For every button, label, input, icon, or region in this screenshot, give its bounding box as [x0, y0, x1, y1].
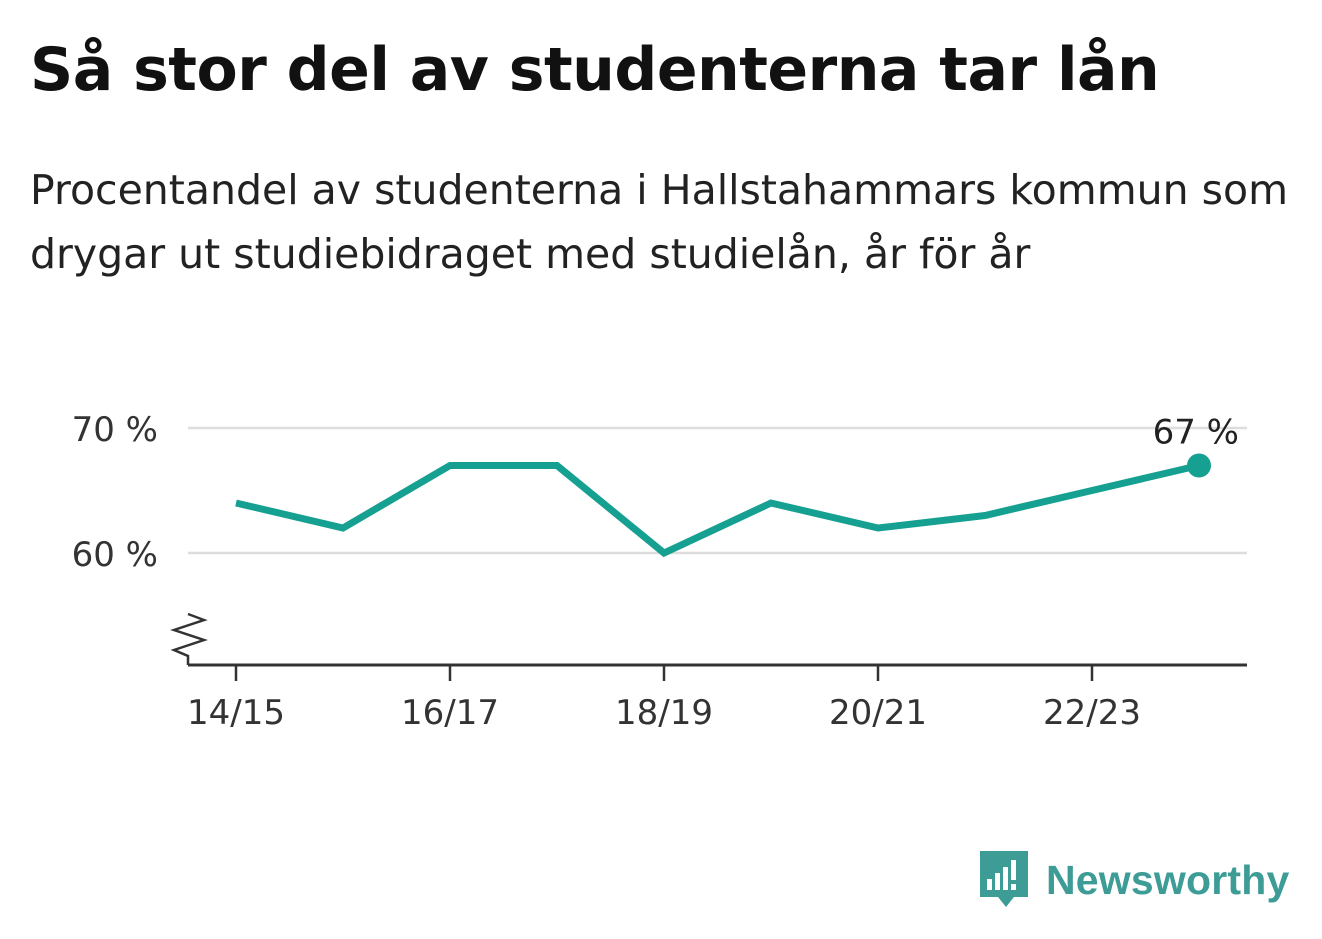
x-tick-label: 14/15: [187, 693, 285, 733]
data-points: [1187, 453, 1211, 478]
chart-title: Så stor del av studenterna tar lån: [30, 35, 1160, 105]
x-axis-ticks: 14/15 16/17 18/19 20/21 22/23: [187, 665, 1141, 733]
gridlines: [188, 426, 1247, 555]
y-tick-label: 70 %: [72, 410, 158, 450]
newsworthy-logo: Newsworthy: [980, 849, 1290, 911]
brand-name: Newsworthy: [1046, 856, 1290, 903]
y-axis-labels: 70 % 60 %: [72, 410, 158, 575]
x-tick-label: 18/19: [615, 693, 713, 733]
end-point: [1187, 453, 1211, 478]
x-axis: [170, 612, 1247, 667]
newsworthy-logo-icon: [980, 851, 1028, 907]
x-tick-label: 22/23: [1043, 693, 1141, 733]
x-tick-label: 16/17: [401, 693, 499, 733]
y-tick-label: 60 %: [72, 535, 158, 575]
series: [235, 462, 1200, 558]
chart-subtitle: Procentandel av studenterna i Hallstaham…: [30, 166, 1289, 278]
x-tick-label: 20/21: [829, 693, 927, 733]
end-value-label: 67 %: [1153, 413, 1239, 453]
axis-break-icon: [170, 612, 208, 665]
series-line: [235, 462, 1200, 558]
